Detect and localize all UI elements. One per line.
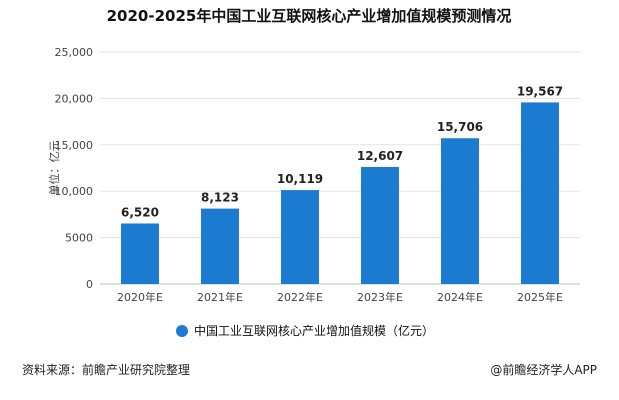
legend: 中国工业互联网核心产业增加值规模（亿元）	[176, 323, 434, 338]
value-label: 15,706	[437, 120, 483, 134]
value-label: 19,567	[517, 84, 563, 98]
y-tick-label: 25,000	[55, 46, 94, 59]
bar	[521, 102, 559, 284]
x-tick-label: 2023年E	[357, 290, 403, 304]
value-label: 12,607	[357, 149, 403, 163]
y-tick-label: 20,000	[55, 92, 94, 105]
value-label: 8,123	[201, 191, 239, 205]
source-note: 资料来源：前瞻产业研究院整理	[22, 362, 190, 377]
grid	[100, 51, 580, 285]
bar	[121, 223, 159, 284]
bar	[361, 167, 399, 284]
x-axis: 2020年E 2021年E 2022年E 2023年E 2024年E 2025年E	[117, 290, 563, 304]
value-label: 10,119	[277, 172, 323, 186]
bar	[441, 138, 479, 284]
x-tick-label: 2022年E	[277, 290, 323, 304]
bar	[201, 208, 239, 284]
x-tick-label: 2021年E	[197, 290, 243, 304]
value-label: 6,520	[121, 205, 159, 219]
bar	[281, 190, 319, 284]
y-axis-label: 单位：亿元	[47, 141, 61, 196]
y-tick-label: 10,000	[55, 185, 94, 198]
y-tick-label: 15,000	[55, 139, 94, 152]
bars	[121, 102, 559, 284]
x-tick-label: 2025年E	[517, 290, 563, 304]
brand-note: @前瞻经济学人APP	[490, 362, 597, 377]
y-tick-label: 5000	[65, 232, 93, 245]
x-tick-label: 2024年E	[437, 290, 483, 304]
value-labels: 6,520 8,123 10,119 12,607 15,706 19,567	[121, 84, 563, 219]
legend-marker	[176, 325, 188, 337]
legend-label: 中国工业互联网核心产业增加值规模（亿元）	[194, 323, 434, 338]
y-axis: 0 5000 10,000 15,000 20,000 25,000	[55, 46, 94, 291]
x-tick-label: 2020年E	[117, 290, 163, 304]
y-tick-label: 0	[86, 278, 93, 291]
chart-title: 2020-2025年中国工业互联网核心产业增加值规模预测情况	[107, 7, 512, 25]
